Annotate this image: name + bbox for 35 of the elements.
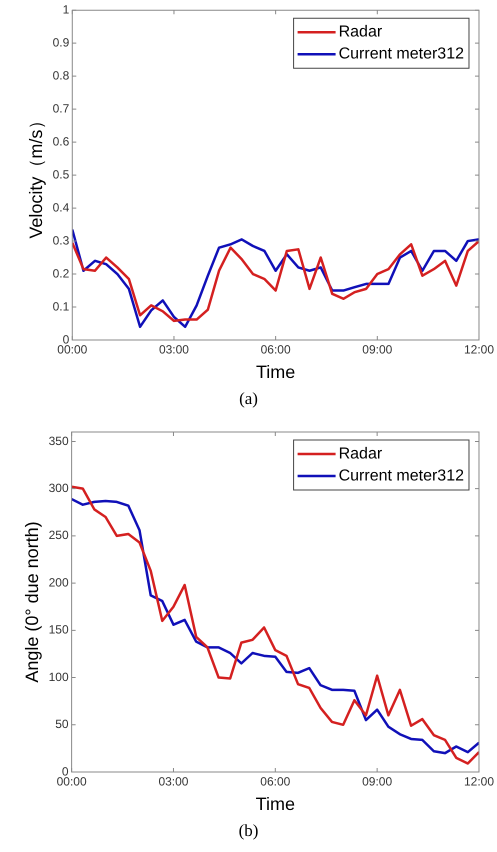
y-tick-label: 0.7 — [52, 101, 70, 116]
y-tick-label: 300 — [48, 480, 69, 495]
legend-label: Radar — [338, 445, 383, 462]
x-tick-label: 09:00 — [362, 774, 392, 789]
y-tick-label: 100 — [48, 670, 69, 684]
y-tick-label: 150 — [48, 622, 69, 637]
y-tick-label: 250 — [48, 528, 69, 542]
text: (b) — [238, 820, 260, 842]
y-tick-label: 0.2 — [52, 266, 70, 280]
y-tick-label: 0.9 — [52, 35, 70, 50]
x-axis-title: Time — [256, 362, 296, 382]
y-tick-label: 0.8 — [52, 68, 70, 82]
y-tick-label: 0.6 — [52, 134, 70, 148]
text: (a) — [238, 388, 259, 410]
y-axis-title: Angle (0° due north) — [22, 521, 42, 683]
y-axis-title: Velocity（m/s） — [26, 112, 46, 239]
y-tick-label: 0.1 — [52, 299, 70, 314]
legend-label: Current meter312 — [338, 467, 464, 484]
y-tick-label: 200 — [48, 575, 69, 590]
x-tick-label: 06:00 — [260, 774, 291, 789]
y-tick-label: 0.3 — [52, 233, 70, 248]
legend-label: Current meter312 — [338, 46, 464, 63]
y-tick-label: 0.5 — [52, 167, 70, 182]
y-tick-label: 0.4 — [52, 200, 70, 214]
x-tick-label: 03:00 — [158, 774, 189, 789]
y-tick-label: 350 — [48, 434, 69, 448]
legend-label: Radar — [338, 24, 383, 41]
x-tick-label: 12:00 — [464, 342, 494, 357]
y-tick-label: 1 — [62, 2, 70, 17]
x-tick-label: 03:00 — [158, 342, 190, 357]
x-tick-label: 09:00 — [362, 342, 393, 357]
x-tick-label: 06:00 — [260, 342, 291, 357]
x-axis-title: Time — [256, 794, 295, 814]
y-tick-label: 50 — [55, 717, 69, 732]
x-tick-label: 12:00 — [464, 774, 494, 789]
